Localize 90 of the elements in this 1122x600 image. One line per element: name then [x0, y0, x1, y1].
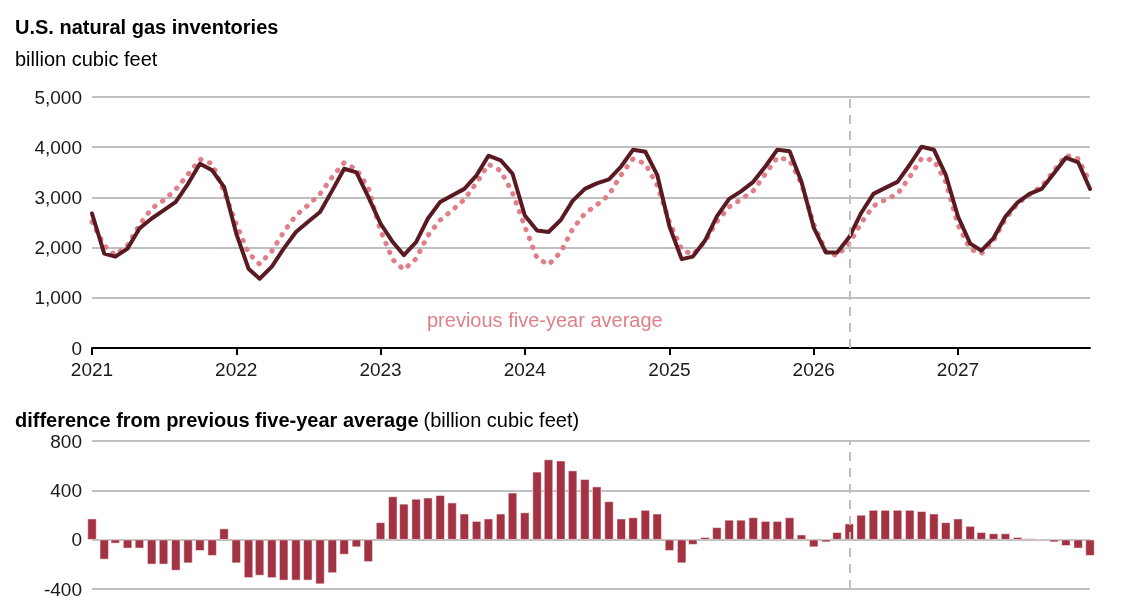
y-tick-label: 3,000 [34, 186, 82, 208]
bar [616, 518, 626, 540]
bar [1073, 539, 1083, 549]
bar [472, 521, 482, 540]
y-tick-label: 2,000 [34, 237, 82, 259]
x-tick-label: 2022 [215, 359, 258, 380]
x-tick-label: 2026 [792, 359, 835, 380]
bar [1085, 539, 1095, 556]
bar [604, 501, 614, 540]
bar [327, 539, 337, 573]
bar [868, 510, 878, 540]
y-tick-label: 4,000 [34, 136, 82, 158]
text: previous five-year average [427, 309, 663, 331]
bar [351, 539, 361, 548]
bar [159, 539, 169, 565]
bar [941, 522, 951, 540]
bar [556, 460, 566, 540]
bar [1000, 533, 1010, 540]
bar [1061, 539, 1071, 546]
bar [761, 521, 770, 540]
bar [376, 522, 386, 540]
bar [459, 513, 469, 540]
bar [544, 459, 554, 540]
bar [989, 533, 999, 540]
x-tick-label: 2027 [936, 359, 980, 380]
bar [134, 539, 144, 549]
bar [736, 519, 746, 540]
bar [748, 517, 758, 540]
bar [303, 539, 313, 581]
bar [267, 539, 277, 578]
bar [880, 510, 890, 540]
bar [123, 539, 133, 549]
bar [905, 510, 915, 540]
bar [291, 539, 301, 581]
bar [785, 517, 795, 540]
chart-title: difference from previous five-year average [15, 409, 419, 431]
chart-subtitle: (billion cubic feet) [423, 409, 580, 431]
bar [580, 479, 590, 540]
bar [315, 539, 325, 585]
bar [664, 539, 674, 551]
bar [363, 539, 373, 562]
bar [231, 539, 241, 564]
chart-title: U.S. natural gas inventories [15, 16, 279, 38]
y-tick-label: 5,000 [34, 86, 82, 108]
bar [772, 521, 782, 540]
bar [796, 534, 806, 540]
bar [423, 497, 433, 540]
bar [447, 502, 457, 540]
bar [592, 486, 602, 540]
bar [496, 513, 506, 540]
x-tick-label: 2021 [70, 359, 114, 380]
bar [652, 513, 662, 540]
bar [147, 539, 157, 565]
bar [532, 471, 542, 540]
bar [171, 539, 181, 571]
y-tick-label: 1,000 [34, 287, 82, 309]
x-tick-label: 2025 [648, 359, 691, 380]
y-tick-label: 800 [50, 430, 82, 452]
bar [712, 527, 722, 540]
bar [219, 528, 229, 540]
bar [856, 515, 866, 540]
y-tick-label: 0 [71, 337, 82, 359]
bar [508, 492, 518, 540]
bar [411, 498, 421, 540]
y-tick-label: 0 [71, 529, 82, 551]
bar [435, 495, 445, 540]
bar [207, 539, 217, 556]
bar [87, 518, 97, 540]
bar [255, 539, 265, 576]
bar [953, 518, 963, 540]
chart-subtitle: billion cubic feet [15, 48, 158, 70]
bar [279, 539, 289, 581]
bar [483, 518, 493, 540]
bar [917, 511, 927, 540]
bar [520, 512, 530, 540]
y-tick-label: 400 [50, 479, 82, 501]
bar [183, 539, 193, 564]
bar [195, 539, 205, 551]
bar [568, 470, 578, 540]
x-tick-label: 2024 [503, 359, 547, 380]
bar [929, 513, 939, 540]
bar [809, 539, 819, 548]
bar [724, 519, 734, 540]
bar [339, 539, 349, 555]
bar [628, 517, 638, 540]
bar [893, 510, 903, 540]
bar [244, 539, 254, 578]
y-tick-label: -400 [43, 578, 82, 600]
bar [640, 510, 650, 540]
x-tick-label: 2023 [359, 359, 402, 380]
